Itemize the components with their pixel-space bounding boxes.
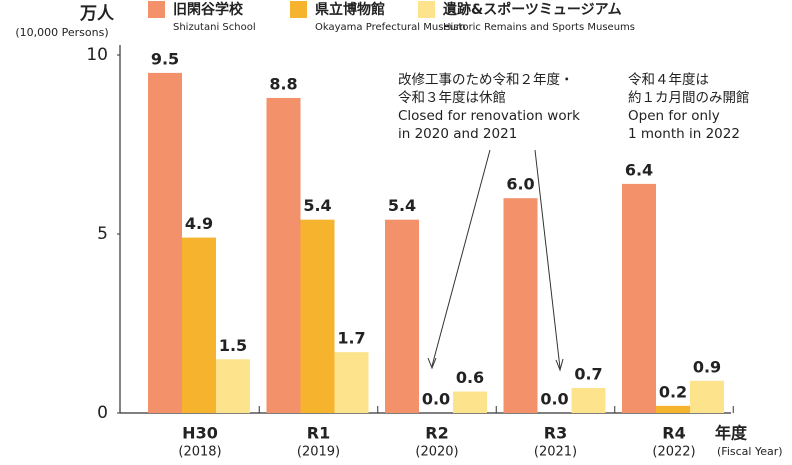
y-tick-label: 0 [97, 403, 108, 423]
x-tick-year: (2018) [178, 445, 221, 460]
legend-label: 旧閑谷学校 [173, 1, 244, 18]
value-label: 0.2 [659, 382, 687, 401]
y-axis-label-en: (10,000 Persons) [15, 26, 108, 39]
y-axis-label: 万人 [79, 4, 115, 24]
x-tick-year: (2019) [297, 445, 340, 460]
value-label: 6.0 [506, 175, 534, 194]
value-label: 5.4 [388, 196, 416, 215]
legend-label: 県立博物館 [315, 1, 385, 18]
value-label: 6.4 [625, 160, 653, 179]
annotation-arrow-head [427, 357, 437, 370]
value-label: 4.9 [185, 214, 213, 233]
value-label: 0.9 [693, 357, 721, 376]
bar [300, 219, 335, 413]
annotation-arrow-head [555, 358, 564, 372]
bar [334, 352, 369, 413]
x-tick-label: H30 [182, 424, 218, 443]
value-label: 0.7 [574, 364, 602, 383]
x-tick-year: (2020) [415, 445, 458, 460]
value-label: 5.4 [303, 196, 331, 215]
y-tick-label: 10 [86, 45, 108, 65]
value-label: 1.7 [337, 329, 365, 348]
legend-swatch [290, 1, 307, 18]
annotation: 令和４年度は [628, 72, 709, 88]
value-label: 1.5 [219, 336, 247, 355]
bar [503, 198, 538, 413]
legend-swatch [148, 1, 165, 18]
bar [385, 219, 419, 413]
bar [571, 387, 606, 413]
legend-label: 遺跡&スポーツミュージアム [443, 1, 622, 18]
bar [622, 183, 656, 413]
x-tick-year: (2021) [534, 445, 577, 460]
annotation-arrow [534, 149, 561, 369]
value-label: 0.0 [422, 390, 450, 409]
legend-label-en: Okayama Prefectural Museum [315, 22, 466, 33]
value-label: 0.0 [540, 390, 568, 409]
bar [453, 391, 487, 413]
bar [690, 380, 724, 413]
x-tick-year: (2022) [652, 445, 695, 460]
x-tick-label: R3 [544, 424, 567, 443]
x-axis-label: 年度 [715, 424, 748, 443]
value-label: 9.5 [151, 49, 179, 68]
annotation-arrow [431, 149, 491, 367]
value-label: 0.6 [456, 368, 484, 387]
value-label: 8.8 [269, 74, 297, 93]
bar [148, 72, 182, 414]
bar [216, 359, 250, 413]
annotation: 令和３年度は休館 [398, 90, 506, 106]
annotation: 改修工事のため令和２年度・ [398, 72, 574, 88]
x-tick-label: R1 [307, 424, 330, 443]
x-axis-label-en: (Fiscal Year) [717, 445, 783, 458]
annotation: 約１カ月間のみ開館 [628, 90, 750, 106]
annotation: Closed for renovation work [398, 108, 580, 124]
bar [182, 237, 216, 413]
annotation: in 2020 and 2021 [398, 126, 517, 142]
annotation: 1 month in 2022 [628, 126, 740, 142]
legend-swatch [418, 1, 435, 18]
bar [266, 97, 301, 414]
x-tick-label: R4 [662, 424, 685, 443]
legend-label-en: Shizutani School [173, 22, 256, 33]
y-tick-label: 5 [97, 224, 108, 244]
annotation: Open for only [628, 108, 720, 124]
legend-label-en: Historic Remains and Sports Museums [443, 22, 635, 33]
x-tick-label: R2 [425, 424, 448, 443]
bar [656, 405, 690, 413]
